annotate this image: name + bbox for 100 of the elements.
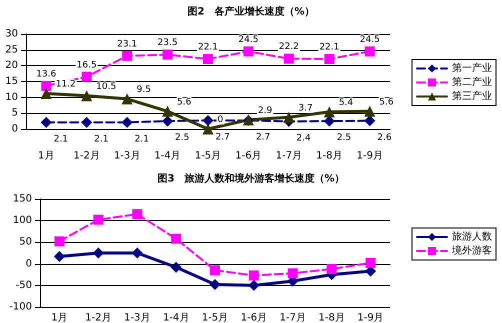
x-tick-label: 1-6月	[235, 150, 262, 162]
data-label: 11.2	[56, 80, 76, 90]
data-label: 24.5	[238, 34, 258, 45]
y-tick-label: 100	[12, 215, 32, 226]
data-label: 2.5	[175, 133, 190, 144]
point	[364, 106, 376, 117]
data-label: 2.5	[336, 133, 352, 144]
y-tick-label: 20	[5, 60, 18, 72]
point	[122, 50, 132, 61]
point	[92, 248, 104, 258]
point	[82, 72, 92, 82]
y-tick-label: 15	[5, 76, 18, 87]
point	[162, 50, 173, 60]
point	[81, 116, 92, 128]
point	[324, 116, 335, 127]
x-tick-label: 1-9月	[356, 150, 383, 162]
point	[324, 54, 334, 64]
y-tick-label: -100	[9, 302, 32, 312]
x-tick-label: 1-2月	[73, 150, 100, 162]
legend-label: 第二产业	[452, 76, 492, 88]
legend-label: 第三产业	[452, 90, 492, 102]
data-label: 5.4	[338, 98, 354, 108]
point	[243, 46, 254, 56]
point	[210, 279, 220, 290]
point	[171, 234, 182, 244]
point	[248, 270, 259, 280]
x-tick-label: 1-7月	[280, 312, 306, 323]
data-label: 2.1	[94, 134, 108, 144]
point	[132, 248, 143, 258]
chart-title: 图3 旅游人数和境外游客增长速度（%）	[158, 172, 344, 184]
point	[132, 209, 142, 220]
point	[288, 268, 298, 278]
point	[162, 106, 174, 117]
data-label: 2.1	[54, 134, 68, 144]
point	[54, 236, 64, 246]
point	[210, 265, 220, 276]
point	[324, 106, 335, 118]
data-label: 2.9	[258, 106, 273, 116]
x-tick-label: 1-8月	[318, 312, 345, 323]
point	[54, 250, 65, 262]
data-label: 0	[218, 115, 224, 125]
data-label: 5.6	[379, 97, 394, 108]
point	[202, 124, 214, 134]
y-tick-label: 5	[12, 108, 18, 119]
y-tick-label: 150	[12, 194, 32, 204]
point	[364, 115, 376, 126]
data-label: 10.5	[96, 82, 116, 92]
y-tick-label: -50	[16, 280, 32, 291]
data-label: 22.2	[278, 42, 299, 52]
data-label: 2.7	[256, 132, 270, 142]
point	[284, 54, 294, 64]
data-label: 5.6	[177, 97, 192, 108]
data-label: 2.7	[216, 132, 230, 142]
x-tick-label: 1-9月	[357, 312, 384, 323]
x-tick-label: 1-4月	[162, 312, 190, 323]
chart-title: 图2 各产业增长速度（%）	[188, 6, 314, 18]
data-label: 2.6	[377, 132, 392, 143]
data-label: 2.4	[296, 133, 311, 144]
point	[326, 264, 337, 274]
x-tick-label: 1-3月	[114, 150, 140, 162]
point	[248, 280, 260, 291]
data-label: 2.1	[134, 134, 149, 144]
point	[81, 90, 92, 102]
point	[366, 258, 376, 268]
x-tick-label: 1-6月	[240, 312, 268, 323]
point	[93, 214, 104, 225]
y-tick-label: 30	[5, 28, 18, 40]
point	[122, 116, 133, 128]
data-label: 16.5	[76, 60, 97, 70]
x-tick-label: 1-2月	[85, 312, 112, 323]
x-tick-label: 1-8月	[316, 150, 343, 162]
x-tick-label: 1月	[38, 150, 54, 162]
x-tick-label: 1月	[51, 312, 68, 323]
x-tick-label: 1-7月	[276, 150, 302, 162]
point	[170, 262, 182, 273]
point	[162, 116, 174, 127]
data-label: 23.1	[117, 39, 138, 50]
data-label: 13.6	[36, 69, 57, 80]
data-label: 24.5	[360, 34, 380, 45]
point	[364, 46, 375, 56]
legend-label: 境外游客	[451, 244, 492, 256]
point	[122, 93, 133, 104]
data-label: 3.7	[298, 103, 313, 114]
point	[40, 116, 52, 128]
legend-label: 第一产业	[452, 62, 492, 74]
y-tick-label: 0	[12, 124, 18, 134]
data-label: 22.1	[198, 42, 218, 53]
point	[40, 88, 52, 100]
y-tick-label: 0	[26, 258, 32, 270]
data-label: 22.1	[319, 42, 340, 53]
data-label: 9.5	[136, 84, 151, 95]
x-tick-label: 1-4月	[154, 150, 181, 162]
y-tick-label: 25	[5, 44, 18, 56]
legend-label: 旅游人数	[452, 230, 492, 242]
x-tick-label: 1-5月	[194, 150, 222, 162]
point	[283, 112, 294, 123]
data-label: 23.5	[158, 38, 178, 48]
y-tick-label: 10	[5, 92, 18, 103]
x-tick-label: 1-5月	[202, 312, 228, 323]
point	[41, 80, 52, 91]
